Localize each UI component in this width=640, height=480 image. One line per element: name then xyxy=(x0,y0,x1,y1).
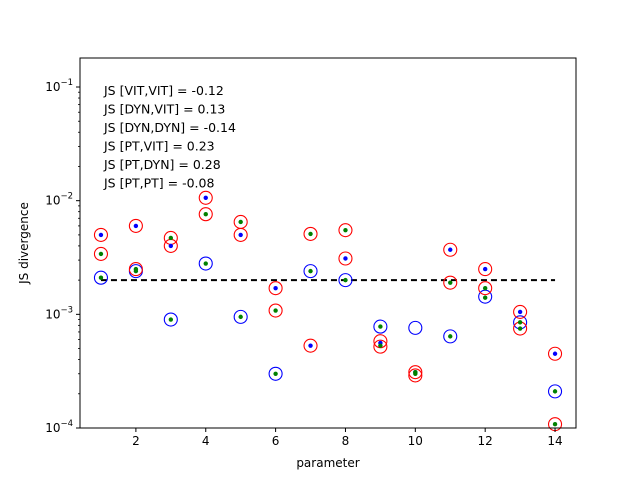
open-circle-marker xyxy=(93,270,109,285)
y-axis-ticks: 10−4 10−3 10−2 10−1 xyxy=(45,78,80,435)
open-circle-marker xyxy=(478,262,493,277)
open-circle-marker xyxy=(547,384,563,399)
open-circle-marker xyxy=(373,339,388,354)
open-circle-marker xyxy=(443,242,458,257)
annotation-line: JS [PT,PT] = -0.08 xyxy=(103,176,214,191)
dot-marker xyxy=(238,219,243,225)
open-circle-marker xyxy=(513,304,528,319)
dot-marker xyxy=(517,309,523,315)
dot-marker xyxy=(98,275,104,280)
open-circle-marker xyxy=(163,312,178,327)
annotation-line: JS [VIT,VIT] = -0.12 xyxy=(103,83,224,98)
dot-marker xyxy=(98,232,104,238)
dot-marker xyxy=(273,371,278,376)
dot-marker xyxy=(517,320,523,325)
dot-marker xyxy=(552,389,558,394)
annotation-line: JS [DYN,DYN] = -0.14 xyxy=(103,120,236,135)
open-circle-marker xyxy=(408,365,423,380)
open-circle-marker xyxy=(408,368,423,383)
open-circle-marker xyxy=(233,309,248,324)
dot-marker xyxy=(482,295,488,300)
dot-marker xyxy=(203,261,208,266)
dot-marker xyxy=(482,285,488,291)
open-circle-marker xyxy=(338,223,353,238)
dot-marker xyxy=(448,280,453,285)
open-circle-marker xyxy=(198,256,213,271)
open-circle-marker xyxy=(198,190,213,205)
open-circle-marker xyxy=(233,227,248,242)
open-circle-marker xyxy=(93,227,109,242)
dot-marker xyxy=(98,251,104,257)
open-circle-marker xyxy=(338,251,353,266)
dot-marker xyxy=(517,326,523,331)
dot-marker xyxy=(238,314,243,320)
open-circle-marker xyxy=(128,218,143,233)
open-circle-marker xyxy=(268,366,283,381)
dot-marker xyxy=(552,351,558,356)
dot-marker xyxy=(273,285,278,291)
x-tick-label: 4 xyxy=(202,434,210,448)
dot-marker xyxy=(552,422,558,427)
open-circle-marker xyxy=(128,262,143,277)
open-circle-marker xyxy=(93,246,109,261)
dot-marker xyxy=(168,243,174,249)
dot-marker xyxy=(343,227,348,233)
dot-marker xyxy=(343,256,348,261)
dot-marker xyxy=(448,334,453,339)
x-tick-label: 10 xyxy=(408,434,423,448)
open-circle-marker xyxy=(408,320,423,335)
open-circle-marker xyxy=(478,281,493,296)
dot-marker xyxy=(308,268,313,274)
open-circle-marker xyxy=(547,346,563,361)
y-tick-label: 10−2 xyxy=(45,192,73,208)
dot-marker xyxy=(413,369,418,375)
dot-marker xyxy=(133,266,139,272)
data-marks-layer xyxy=(93,190,563,432)
dot-marker xyxy=(308,231,313,237)
annotation-line: JS [PT,DYN] = 0.28 xyxy=(103,157,221,172)
open-circle-marker xyxy=(303,264,318,279)
x-tick-label: 14 xyxy=(547,434,562,448)
dot-marker xyxy=(378,343,383,348)
dot-marker xyxy=(238,232,243,238)
dot-marker xyxy=(378,324,383,329)
open-circle-marker xyxy=(443,275,458,290)
open-circle-marker xyxy=(268,281,283,296)
open-circle-marker xyxy=(373,319,388,334)
open-circle-marker xyxy=(198,207,213,222)
x-axis-label: parameter xyxy=(296,456,359,470)
dot-marker xyxy=(482,266,488,272)
open-circle-marker xyxy=(303,226,318,241)
dot-marker xyxy=(168,235,174,241)
y-tick-label: 10−1 xyxy=(45,78,73,94)
open-circle-marker xyxy=(338,273,353,288)
annotation-line: JS [PT,VIT] = 0.23 xyxy=(103,139,215,154)
dot-marker xyxy=(133,223,139,229)
open-circle-marker xyxy=(268,303,283,318)
plot-area xyxy=(80,58,576,428)
x-axis-ticks: 2 4 6 8 10 12 14 xyxy=(132,428,563,448)
dot-marker xyxy=(343,277,348,283)
plot-frame xyxy=(79,57,577,429)
open-circle-marker xyxy=(303,338,318,353)
open-circle-marker xyxy=(443,329,458,344)
x-tick-label: 6 xyxy=(272,434,280,448)
dot-marker xyxy=(168,317,174,322)
y-tick-label: 10−3 xyxy=(45,305,73,321)
y-tick-label: 10−4 xyxy=(45,419,73,435)
x-tick-label: 8 xyxy=(342,434,350,448)
annotation-block: JS [VIT,VIT] = -0.12 JS [DYN,VIT] = 0.13 J… xyxy=(103,83,236,191)
x-tick-label: 12 xyxy=(478,434,493,448)
y-axis-label: JS divergence xyxy=(17,202,31,285)
x-tick-label: 2 xyxy=(132,434,140,448)
annotation-line: JS [DYN,VIT] = 0.13 xyxy=(103,102,225,117)
dot-marker xyxy=(203,212,208,217)
dot-marker xyxy=(203,195,208,201)
dot-marker xyxy=(308,343,313,348)
dot-marker xyxy=(448,247,453,252)
dot-marker xyxy=(273,308,278,313)
